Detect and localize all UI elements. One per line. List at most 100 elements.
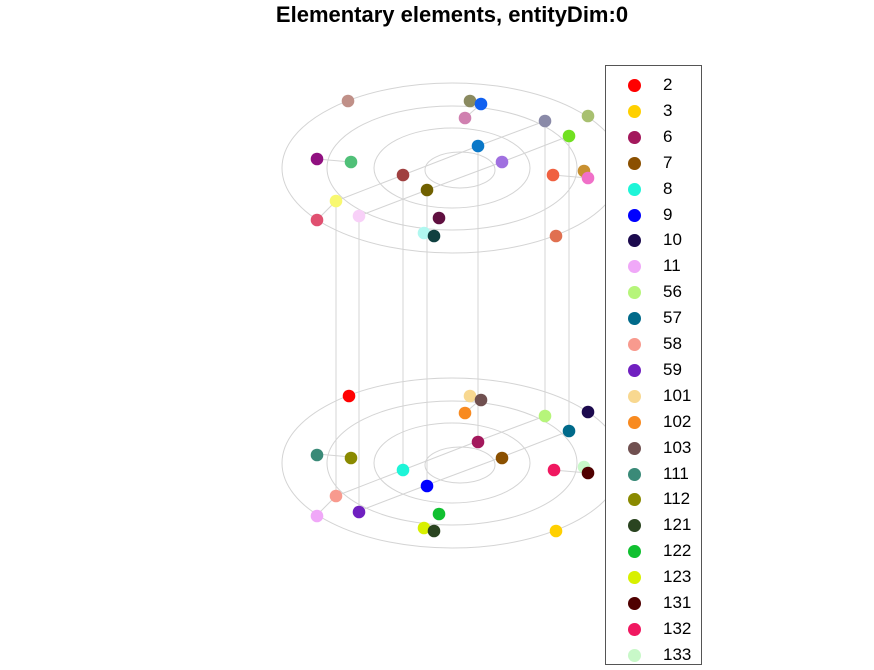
legend-item: 101 bbox=[606, 385, 702, 411]
top-layer-node bbox=[581, 171, 595, 185]
bottom-layer-node bbox=[420, 479, 434, 493]
bottom-layer-node bbox=[495, 451, 509, 465]
bottom-layer-node bbox=[344, 451, 358, 465]
mesh-ring bbox=[281, 82, 623, 254]
legend-label: 132 bbox=[663, 618, 692, 638]
mesh-plot bbox=[281, 82, 623, 549]
legend-swatch bbox=[628, 208, 641, 222]
legend-label: 7 bbox=[663, 152, 673, 172]
legend-item: 112 bbox=[606, 488, 702, 514]
top-layer-node bbox=[310, 152, 324, 166]
mesh-ring bbox=[326, 400, 578, 526]
legend-swatch bbox=[628, 260, 641, 274]
legend-label: 57 bbox=[663, 308, 682, 328]
mesh-ring bbox=[424, 446, 496, 484]
legend-swatch bbox=[628, 622, 641, 636]
mesh-edge bbox=[402, 145, 479, 176]
mesh-ring bbox=[373, 127, 531, 209]
legend-item: 102 bbox=[606, 411, 702, 437]
legend-item: 58 bbox=[606, 333, 702, 359]
legend-item: 133 bbox=[606, 644, 702, 670]
legend-label: 102 bbox=[663, 411, 692, 431]
legend-item: 57 bbox=[606, 307, 702, 333]
legend-label: 131 bbox=[663, 593, 692, 612]
legend-item: 103 bbox=[606, 437, 702, 463]
legend-item: 8 bbox=[606, 178, 702, 204]
node-points bbox=[310, 94, 595, 538]
legend-swatch bbox=[628, 545, 641, 559]
legend-item: 59 bbox=[606, 359, 702, 385]
bottom-layer-node bbox=[396, 463, 410, 477]
mesh-edge bbox=[358, 189, 428, 217]
bottom-layer-node bbox=[471, 435, 485, 449]
top-layer-node bbox=[458, 111, 472, 125]
bottom-layer-node bbox=[458, 406, 472, 420]
bottom-layer-node bbox=[562, 424, 576, 438]
legend-item: 121 bbox=[606, 514, 702, 540]
legend-label: 122 bbox=[663, 541, 692, 561]
bottom-layer-node bbox=[581, 466, 595, 480]
legend-label: 10 bbox=[663, 230, 682, 250]
legend-item: 10 bbox=[606, 229, 702, 255]
top-layer-node bbox=[546, 168, 560, 182]
mesh-ring bbox=[281, 377, 623, 549]
mesh-edge bbox=[335, 469, 404, 497]
mesh-edge bbox=[358, 484, 428, 512]
mesh-grid bbox=[281, 82, 623, 549]
top-layer-node bbox=[420, 183, 434, 197]
bottom-layer-node bbox=[547, 463, 561, 477]
legend-item: 9 bbox=[606, 204, 702, 230]
legend-item: 11 bbox=[606, 255, 702, 281]
legend-item: 6 bbox=[606, 126, 702, 152]
legend-swatch bbox=[628, 182, 641, 196]
legend-label: 3 bbox=[663, 100, 673, 120]
bottom-layer-node bbox=[549, 524, 563, 538]
top-layer-node bbox=[427, 229, 441, 243]
top-layer-node bbox=[329, 194, 343, 208]
legend-swatch bbox=[628, 130, 641, 144]
legend-item: 132 bbox=[606, 618, 702, 644]
legend-swatch bbox=[628, 597, 641, 610]
legend-item: 7 bbox=[606, 152, 702, 178]
legend-swatch bbox=[628, 441, 641, 455]
legend-label: 56 bbox=[663, 282, 682, 302]
bottom-layer-node bbox=[329, 489, 343, 503]
legend-swatch bbox=[628, 312, 641, 326]
top-layer-node bbox=[344, 155, 358, 169]
legend-item: 2 bbox=[606, 74, 702, 100]
bottom-layer-node bbox=[352, 505, 366, 519]
bottom-layer-node bbox=[432, 507, 446, 521]
top-layer-node bbox=[495, 155, 509, 169]
legend-swatch bbox=[628, 493, 641, 507]
top-layer-node bbox=[471, 139, 485, 153]
legend-label: 59 bbox=[663, 359, 682, 379]
bottom-layer-node bbox=[310, 509, 324, 523]
plot-title: Elementary elements, entityDim:0 bbox=[275, 2, 629, 27]
legend-label: 11 bbox=[663, 256, 681, 276]
mesh-edge bbox=[501, 430, 570, 458]
legend-swatch bbox=[628, 571, 641, 585]
legend-swatch bbox=[628, 338, 641, 351]
top-layer-node bbox=[417, 226, 431, 240]
legend-swatch bbox=[628, 467, 641, 481]
legend-swatch bbox=[628, 79, 641, 92]
bottom-layer-node bbox=[538, 409, 552, 423]
legend-item: 56 bbox=[606, 281, 702, 307]
bottom-layer-node bbox=[474, 393, 488, 407]
legend-label: 121 bbox=[663, 515, 692, 535]
legend-label: 9 bbox=[663, 204, 673, 224]
mesh-ring bbox=[424, 151, 496, 189]
legend-swatch bbox=[628, 389, 641, 403]
legend-swatch bbox=[628, 104, 641, 118]
bottom-layer-node bbox=[417, 521, 431, 535]
legend-swatch bbox=[628, 156, 641, 170]
mesh-edge bbox=[501, 135, 570, 163]
legend-swatch bbox=[628, 234, 641, 248]
top-layer-node bbox=[310, 213, 324, 227]
legend-swatch bbox=[628, 519, 641, 533]
top-layer-node bbox=[396, 168, 410, 182]
mesh-edge bbox=[477, 415, 546, 442]
top-layer-node bbox=[474, 97, 488, 111]
legend-label: 2 bbox=[663, 75, 673, 94]
top-layer-node bbox=[352, 209, 366, 223]
